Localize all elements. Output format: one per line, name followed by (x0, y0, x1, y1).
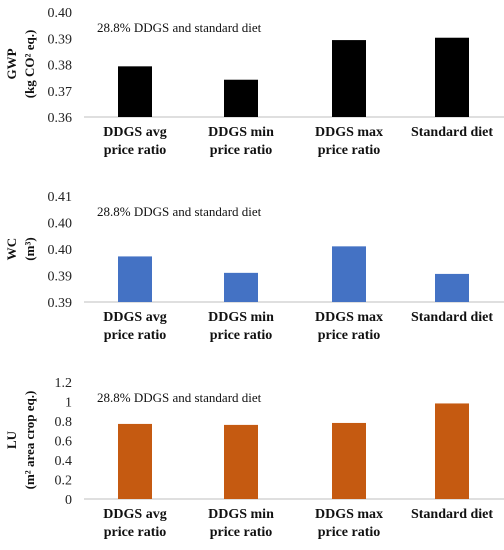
category-label: Standard diet (411, 310, 493, 325)
bar (435, 37, 469, 117)
y-axis-label: LU (4, 430, 19, 449)
category-label: DDGS avg (103, 507, 166, 522)
category-label: DDGS avg (103, 125, 166, 140)
y-tick-label: 0.40 (48, 6, 73, 21)
bar (118, 423, 152, 499)
chart-panel: 0.36 0.37 0.38 0.39 0.40 DDGS avg price ratio D… (4, 6, 504, 158)
category-label: price ratio (210, 525, 273, 540)
bar (332, 246, 366, 302)
category-label: DDGS max (315, 125, 383, 140)
chart-annotation: 28.8% DDGS and standard diet (97, 20, 262, 35)
bar (332, 422, 366, 499)
bar (224, 272, 258, 302)
y-tick-label: 1.2 (55, 376, 73, 391)
y-tick-label: 0.37 (48, 85, 73, 100)
category-label: price ratio (318, 328, 381, 343)
bar (435, 403, 469, 499)
chart-annotation: 28.8% DDGS and standard diet (97, 390, 262, 405)
y-tick-label: 0.41 (48, 190, 73, 205)
bar (118, 256, 152, 302)
y-tick-label: 1 (65, 396, 72, 411)
chart-panel: 0 0.2 0.4 0.6 0.8 1 1.2 DDGS avg price ratio DDGS… (4, 376, 504, 540)
y-tick-label: 0 (65, 493, 72, 508)
y-tick-label: 0.4 (55, 454, 73, 469)
y-tick-label: 0.40 (48, 243, 73, 258)
y-tick-label: 0.8 (55, 415, 73, 430)
bar (118, 66, 152, 117)
category-label: price ratio (104, 328, 167, 343)
y-tick-label: 0.39 (48, 32, 73, 47)
y-tick-label: 0.2 (55, 474, 73, 489)
category-label: Standard diet (411, 507, 493, 522)
category-label: DDGS min (208, 507, 274, 522)
chart-annotation: 28.8% DDGS and standard diet (97, 204, 262, 219)
category-label: price ratio (210, 328, 273, 343)
y-tick-label: 0.39 (48, 296, 73, 311)
bar (332, 40, 366, 117)
y-tick-label: 0.36 (48, 111, 73, 126)
y-axis-unit-label: (m³) (22, 237, 37, 260)
y-axis-unit-label: (kg CO² eq.) (22, 30, 37, 99)
bar (435, 273, 469, 302)
category-label: DDGS min (208, 125, 274, 140)
y-axis-label: GWP (4, 48, 19, 79)
category-label: DDGS max (315, 507, 383, 522)
y-axis-unit-label: (m² area crop eq.) (22, 391, 37, 490)
category-label: price ratio (210, 143, 273, 158)
category-label: price ratio (104, 525, 167, 540)
y-tick-label: 0.39 (48, 270, 73, 285)
chart-panel: 0.39 0.39 0.40 0.40 0.41 DDGS avg price ratio D… (4, 190, 504, 343)
bar (224, 79, 258, 117)
y-tick-label: 0.38 (48, 59, 73, 74)
category-label: DDGS max (315, 310, 383, 325)
category-label: price ratio (318, 143, 381, 158)
category-label: Standard diet (411, 125, 493, 140)
category-label: DDGS min (208, 310, 274, 325)
y-tick-label: 0.40 (48, 217, 73, 232)
y-tick-label: 0.6 (55, 435, 73, 450)
bar (224, 424, 258, 499)
category-label: price ratio (318, 525, 381, 540)
y-axis-label: WC (4, 238, 19, 260)
category-label: DDGS avg (103, 310, 166, 325)
category-label: price ratio (104, 143, 167, 158)
